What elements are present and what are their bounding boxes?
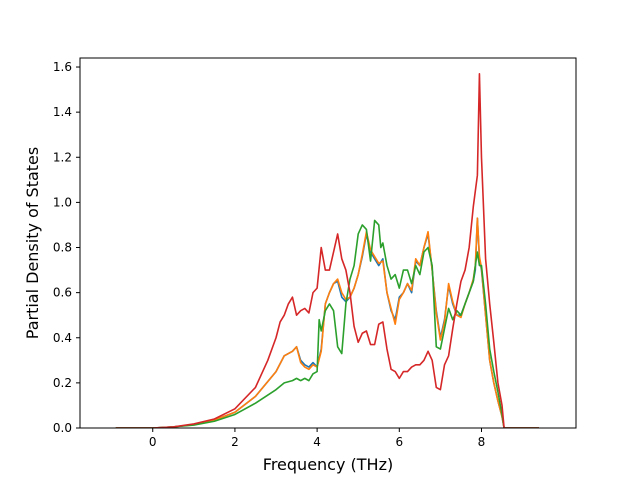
y-axis-title: Partial Density of States [23, 147, 42, 339]
x-tick-label: 0 [149, 435, 157, 449]
plot-frame [79, 57, 577, 429]
series-line-2 [115, 217, 540, 428]
series-line-3 [115, 219, 540, 428]
y-tick-label: 0.2 [53, 376, 72, 390]
y-tick-label: 1.4 [53, 105, 72, 119]
series-line-4 [115, 72, 540, 428]
x-tick-label: 4 [313, 435, 321, 449]
y-tick-label: 1.6 [53, 60, 72, 74]
y-tick-label: 0.0 [53, 421, 72, 435]
series-layer [115, 72, 540, 428]
y-tick-label: 0.4 [53, 331, 72, 345]
y-tick-label: 1.0 [53, 195, 72, 209]
x-tick-label: 6 [395, 435, 403, 449]
x-axis-title: Frequency (THz) [263, 455, 393, 474]
y-tick-label: 1.2 [53, 150, 72, 164]
x-axis-ticks: 0 2 4 6 8 [149, 428, 485, 449]
y-tick-label: 0.6 [53, 286, 72, 300]
y-tick-label: 0.8 [53, 241, 72, 255]
x-tick-label: 2 [231, 435, 239, 449]
y-axis-ticks: 0.0 0.2 0.4 0.6 0.8 1.0 1.2 1.4 1.6 [53, 60, 80, 435]
x-tick-label: 8 [478, 435, 486, 449]
